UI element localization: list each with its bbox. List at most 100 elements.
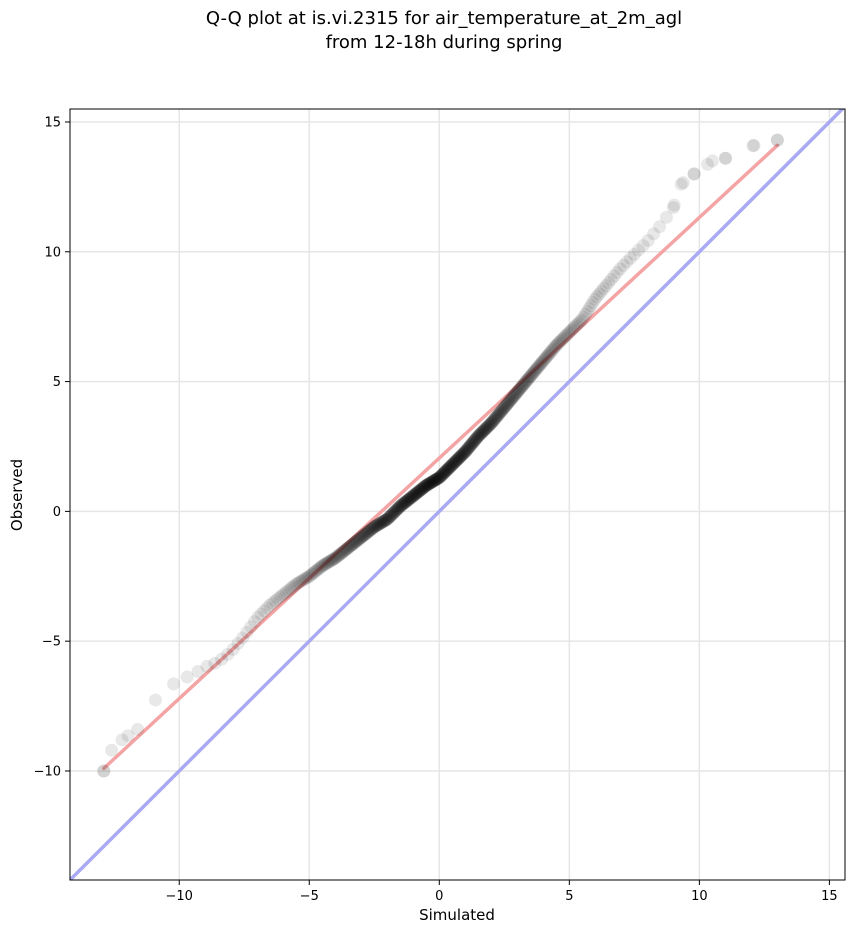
data-point (382, 511, 396, 525)
data-point (236, 631, 250, 645)
data-point (597, 282, 611, 296)
data-point (442, 461, 456, 475)
data-point (271, 592, 285, 606)
data-point (455, 448, 469, 462)
data-point (391, 501, 405, 515)
data-point (530, 361, 544, 375)
y-axis-ticks: −10 −5 0 5 10 15 (34, 115, 70, 779)
data-point (535, 355, 549, 369)
data-point (501, 397, 515, 411)
data-point (388, 505, 402, 519)
data-point (400, 494, 414, 508)
data-point (352, 532, 366, 546)
data-point (295, 573, 309, 587)
data-point (515, 380, 529, 394)
data-point (513, 382, 527, 396)
data-point (450, 453, 464, 467)
data-point (528, 363, 542, 377)
data-point (430, 472, 444, 486)
data-point (396, 497, 410, 511)
data-point (529, 362, 543, 376)
data-point (555, 332, 569, 346)
data-point (602, 276, 616, 290)
data-point (317, 558, 331, 572)
data-point (572, 316, 586, 330)
data-point (485, 415, 499, 429)
data-point (429, 473, 443, 487)
data-point (358, 527, 372, 541)
data-point (434, 469, 448, 483)
data-point (326, 552, 340, 566)
data-point (402, 493, 416, 507)
data-point (167, 677, 181, 691)
data-point (357, 529, 371, 543)
data-point (131, 722, 145, 736)
data-point (444, 459, 458, 473)
data-point (514, 381, 528, 395)
data-point (347, 536, 361, 550)
data-point (484, 417, 498, 431)
data-point (534, 357, 548, 371)
data-point (398, 495, 412, 509)
data-point (480, 420, 494, 434)
data-point (467, 434, 481, 448)
data-point (517, 377, 531, 391)
data-point (371, 518, 385, 532)
data-point (410, 486, 424, 499)
data-point (453, 450, 466, 464)
data-point (443, 460, 457, 474)
data-point (474, 426, 488, 440)
data-point (505, 391, 519, 405)
data-point (462, 441, 476, 455)
data-point (411, 485, 425, 499)
data-point (373, 517, 387, 531)
identity-line (70, 109, 845, 880)
data-point (504, 393, 518, 407)
data-point (687, 167, 701, 181)
data-point (373, 516, 387, 530)
plot-frame (69, 108, 846, 881)
data-point (674, 177, 688, 191)
data-point (548, 340, 562, 354)
data-point (747, 138, 761, 152)
data-point (372, 517, 386, 531)
data-point (310, 563, 324, 577)
data-point (277, 587, 291, 601)
data-point (746, 139, 760, 153)
data-point (378, 513, 392, 527)
data-point (395, 498, 409, 512)
data-point (453, 450, 467, 464)
data-point (471, 430, 485, 444)
data-point (528, 364, 542, 378)
data-point (386, 506, 400, 520)
data-point (507, 388, 521, 402)
data-point (506, 390, 520, 404)
data-point (438, 465, 451, 479)
data-point (414, 482, 428, 496)
y-tick-label: 15 (44, 115, 61, 130)
x-tick-label: 15 (821, 889, 838, 904)
data-point (377, 514, 391, 528)
data-point (499, 398, 513, 412)
data-point (414, 483, 428, 497)
data-point (499, 399, 513, 413)
data-point (531, 360, 545, 374)
data-point (333, 547, 347, 561)
data-point (273, 590, 287, 604)
data-point (435, 467, 449, 481)
data-point (492, 407, 506, 421)
data-point (418, 479, 432, 493)
data-point (502, 395, 516, 409)
data-point (468, 433, 482, 447)
data-point (493, 406, 507, 420)
data-point (512, 383, 526, 397)
data-point (369, 519, 383, 533)
data-point (472, 428, 486, 442)
data-point (408, 488, 422, 502)
data-point (431, 471, 445, 485)
data-point (454, 449, 468, 463)
data-point (470, 431, 484, 445)
data-point (545, 343, 559, 357)
data-point (425, 475, 439, 489)
data-point (497, 401, 511, 415)
